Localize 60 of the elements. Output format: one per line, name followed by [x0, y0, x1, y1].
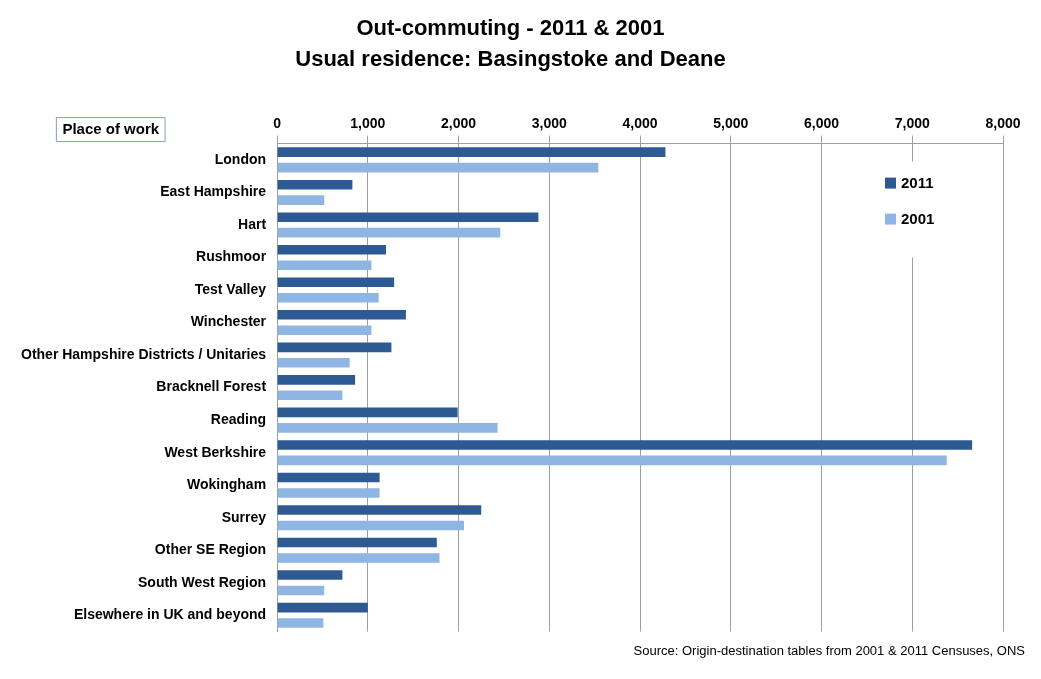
y-tick-label: London	[214, 150, 267, 167]
x-tick-label: 0	[273, 115, 282, 132]
bar	[277, 244, 386, 255]
y-tick-label: Test Valley	[194, 280, 267, 297]
bar	[277, 537, 437, 548]
y-tick-label: Other Hampshire Districts / Unitaries	[21, 345, 267, 362]
bar	[277, 325, 372, 336]
x-tick-label: 6,000	[804, 115, 840, 132]
y-tick-label: Hart	[238, 215, 267, 232]
y-axis-title: Place of work	[62, 119, 160, 137]
x-tick-label: 3,000	[531, 115, 568, 132]
y-tick-label: Other SE Region	[154, 541, 267, 558]
bar	[277, 407, 458, 418]
bar	[277, 570, 343, 580]
bar	[277, 342, 392, 353]
bar	[277, 310, 406, 320]
legend-label: 2001	[901, 209, 935, 227]
x-tick-label: 8,000	[985, 115, 1021, 132]
bar	[277, 505, 482, 515]
bar	[277, 195, 325, 205]
x-tick-label: 4,000	[622, 115, 658, 132]
y-tick-label: East Hampshire	[160, 183, 267, 200]
y-tick-label: South West Region	[138, 573, 267, 590]
bar	[277, 585, 325, 596]
y-tick-label: Wokingham	[187, 476, 267, 493]
bar	[277, 227, 501, 238]
y-tick-label: Elsewhere in UK and beyond	[73, 606, 267, 623]
bar	[277, 212, 539, 222]
bar	[277, 472, 380, 483]
bar	[277, 277, 395, 288]
chart-title: Out-commuting - 2011 & 2001	[356, 15, 665, 41]
chart-subtitle: Usual residence: Basingstoke and Deane	[295, 45, 726, 71]
bar	[277, 423, 498, 433]
x-tick-label: 7,000	[894, 115, 930, 132]
bar	[277, 440, 973, 450]
bar	[277, 292, 379, 303]
source-note: Source: Origin-destination tables from 2001 & 2011 Censuses, ONS	[632, 643, 1026, 658]
bar	[277, 375, 356, 385]
bar	[277, 553, 440, 563]
bar	[277, 455, 947, 466]
x-tick-label: 5,000	[713, 115, 749, 132]
y-tick-label: Bracknell Forest	[156, 378, 267, 395]
y-tick-label: Rushmoor	[196, 248, 267, 265]
bar	[277, 618, 324, 628]
bar	[277, 488, 380, 498]
x-tick-label: 2,000	[441, 115, 477, 132]
y-tick-label: Surrey	[221, 508, 267, 525]
bar	[277, 520, 464, 531]
bar	[277, 260, 372, 270]
y-tick-label: Reading	[210, 410, 267, 427]
y-tick-label: West Berkshire	[164, 443, 267, 460]
y-tick-label: Winchester	[190, 313, 267, 330]
bar	[277, 179, 353, 190]
bar	[277, 162, 599, 173]
legend-label: 2011	[901, 173, 934, 191]
bar	[277, 358, 350, 368]
bar	[277, 390, 343, 401]
bar	[277, 147, 666, 157]
bar	[277, 602, 368, 613]
x-tick-label: 1,000	[350, 115, 386, 132]
